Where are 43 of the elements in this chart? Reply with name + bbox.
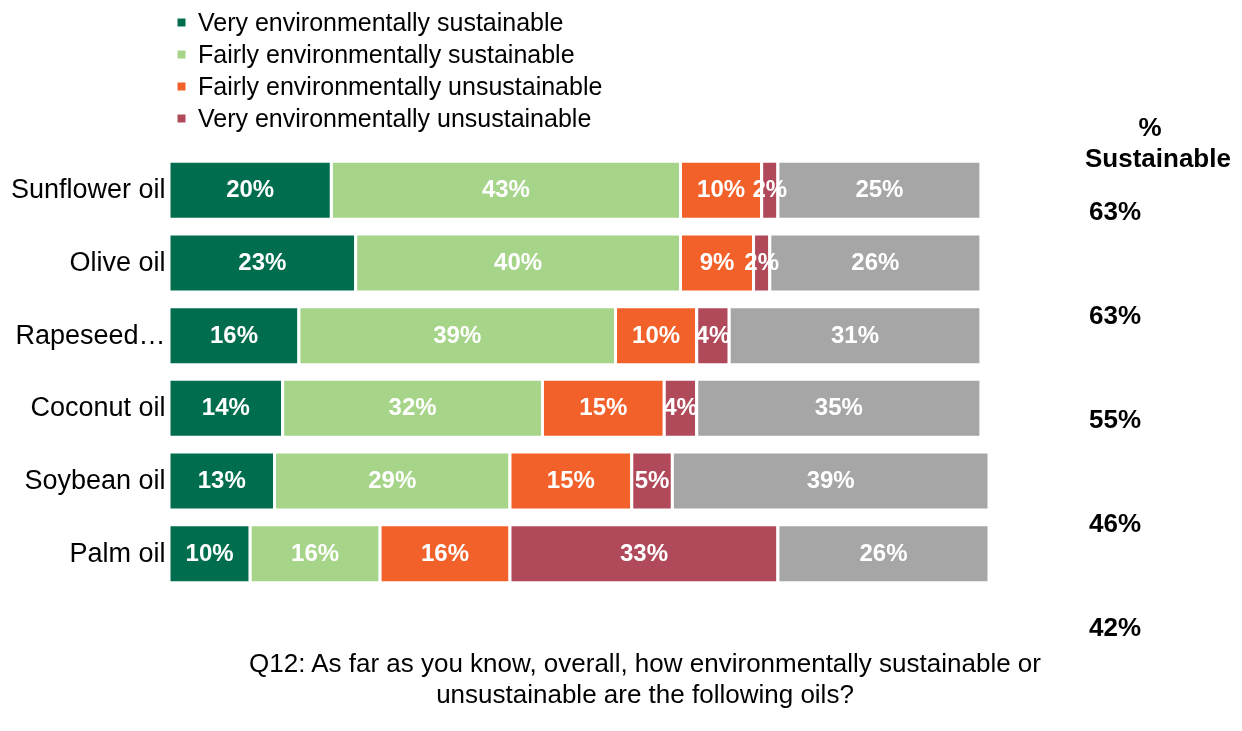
data-label: 31%: [831, 320, 880, 348]
data-label: 35%: [814, 393, 863, 421]
text: 55%: [1087, 404, 1142, 435]
y-tick-label: Sunflower oil: [10, 174, 166, 205]
data-label: 13%: [197, 466, 246, 493]
legend-label: Very environmentally unsustainable: [198, 103, 592, 132]
data-label: 26%: [851, 248, 900, 275]
text: 46%: [1087, 508, 1142, 539]
text: 63%: [1087, 300, 1142, 331]
text: % Sustainable: [1085, 112, 1231, 174]
data-label: 14%: [201, 393, 250, 421]
data-label: 23%: [238, 248, 287, 275]
data-label: 5%: [634, 466, 670, 493]
data-label: 39%: [433, 320, 482, 348]
data-label: 15%: [579, 393, 628, 421]
y-tick-label: Olive oil: [69, 247, 166, 277]
data-label: 32%: [388, 393, 437, 421]
y-tick-label: Rapeseed…: [15, 319, 166, 350]
data-label: 25%: [855, 175, 904, 203]
data-label: 10%: [185, 538, 234, 566]
data-label: 33%: [619, 538, 668, 566]
data-label: 26%: [859, 538, 908, 566]
data-label: 43%: [481, 175, 530, 203]
legend-label: Fairly environmentally unsustainable: [198, 71, 603, 100]
data-label: 39%: [806, 466, 855, 493]
legend-label: Very environmentally sustainable: [198, 7, 564, 36]
data-label: 16%: [209, 320, 258, 348]
text: Q12: As far as you know, overall, how environmentally sustainable or unsustainable are the following oils?: [248, 648, 1042, 710]
data-label: 40%: [494, 248, 543, 275]
data-label: 9%: [699, 248, 735, 275]
data-label: 29%: [368, 466, 417, 493]
data-label: 10%: [697, 175, 746, 203]
data-label: 10%: [632, 320, 681, 348]
text: 63%: [1087, 196, 1142, 227]
y-tick-label: Palm oil: [69, 537, 166, 568]
legend-label: Fairly environmentally sustainable: [198, 39, 575, 68]
y-tick-label: Soybean oil: [24, 465, 166, 495]
text: 42%: [1087, 612, 1142, 643]
data-label: 16%: [421, 538, 470, 566]
y-tick-label: Coconut oil: [30, 392, 166, 423]
data-label: 20%: [226, 175, 275, 203]
data-label: 15%: [546, 466, 595, 493]
data-label: 16%: [291, 538, 340, 566]
